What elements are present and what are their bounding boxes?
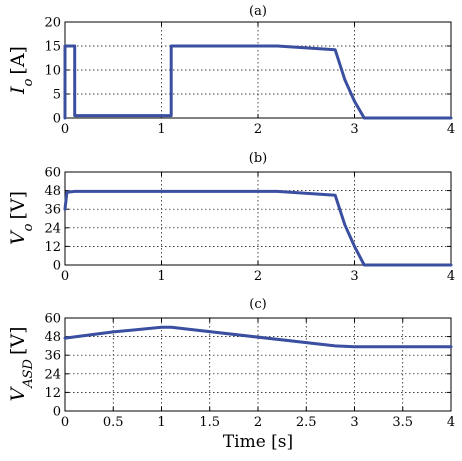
y-tick-label: 0: [53, 259, 61, 274]
y-axis-subscript: o: [21, 78, 36, 86]
x-tick-label: 2: [254, 269, 262, 284]
x-tick-label: 1: [157, 122, 165, 137]
y-axis-label: VASD [V]: [7, 327, 36, 402]
panel-title: (a): [249, 4, 267, 19]
y-axis-symbol: V: [7, 229, 29, 245]
y-axis-subscript: ASD: [21, 358, 36, 388]
y-axis-unit: [V]: [7, 191, 29, 220]
y-axis-subscript: o: [21, 223, 36, 231]
x-tick-label: 0: [61, 122, 69, 137]
y-axis-symbol: V: [7, 386, 29, 402]
x-tick-label: 0: [61, 269, 69, 284]
y-tick-label: 5: [53, 88, 61, 103]
panel-title: (c): [249, 297, 266, 312]
panel-2: (c)0 0.5 1 1.5 2 2.5 3 3.5 401224364860VASD[V]Ti…: [7, 297, 455, 452]
y-tick-label: 48: [44, 184, 61, 199]
x-tick-label: 1: [157, 415, 165, 430]
x-tick-label: 0: [61, 415, 69, 430]
x-tick-label: 3: [350, 269, 358, 284]
panel-0: (a) 0 1 2 3 4 0 5 10 15 20 Io [A]: [7, 4, 455, 137]
series-line-0: [63, 189, 453, 267]
y-axis-unit: [A]: [7, 46, 29, 75]
series-line-0: [63, 44, 453, 120]
y-tick-label: 0: [53, 405, 61, 420]
y-tick-label: 60: [44, 166, 61, 181]
x-tick-label: 3: [350, 415, 358, 430]
y-tick-label: 48: [44, 330, 61, 345]
y-tick-label: 24: [44, 221, 61, 236]
x-tick-label: 4: [447, 269, 455, 284]
series-line-0: [63, 325, 453, 349]
y-tick-label: 15: [44, 40, 61, 55]
plot-frame: [64, 171, 452, 266]
x-tick-label: 2: [254, 415, 262, 430]
x-tick-label: 1.5: [199, 415, 220, 430]
x-tick-label: 3: [350, 122, 358, 137]
y-axis-label: Vo [V]: [7, 191, 36, 245]
y-tick-label: 24: [44, 367, 61, 382]
x-tick-label: 3.5: [392, 415, 413, 430]
y-tick-label: 36: [44, 203, 61, 218]
x-tick-label: 1: [157, 269, 165, 284]
y-tick-label: 10: [44, 64, 61, 79]
y-tick-label: 60: [44, 312, 61, 327]
y-tick-label: 0: [53, 112, 61, 127]
x-tick-label: 2: [254, 122, 262, 137]
x-tick-label: 4: [447, 122, 455, 137]
y-axis-unit: [V]: [7, 327, 29, 356]
y-tick-label: 36: [44, 349, 61, 364]
y-axis-symbol: I: [7, 86, 29, 95]
panel-title: (b): [249, 151, 267, 166]
y-tick-label: 12: [44, 386, 61, 401]
x-axis-label: Time [s]: [223, 432, 293, 452]
x-tick-label: 2.5: [296, 415, 317, 430]
x-tick-label: 0.5: [103, 415, 124, 430]
y-tick-label: 20: [44, 16, 61, 31]
x-tick-label: 4: [447, 415, 455, 430]
y-axis-label: Io [A]: [7, 46, 36, 95]
y-tick-label: 12: [44, 240, 61, 255]
